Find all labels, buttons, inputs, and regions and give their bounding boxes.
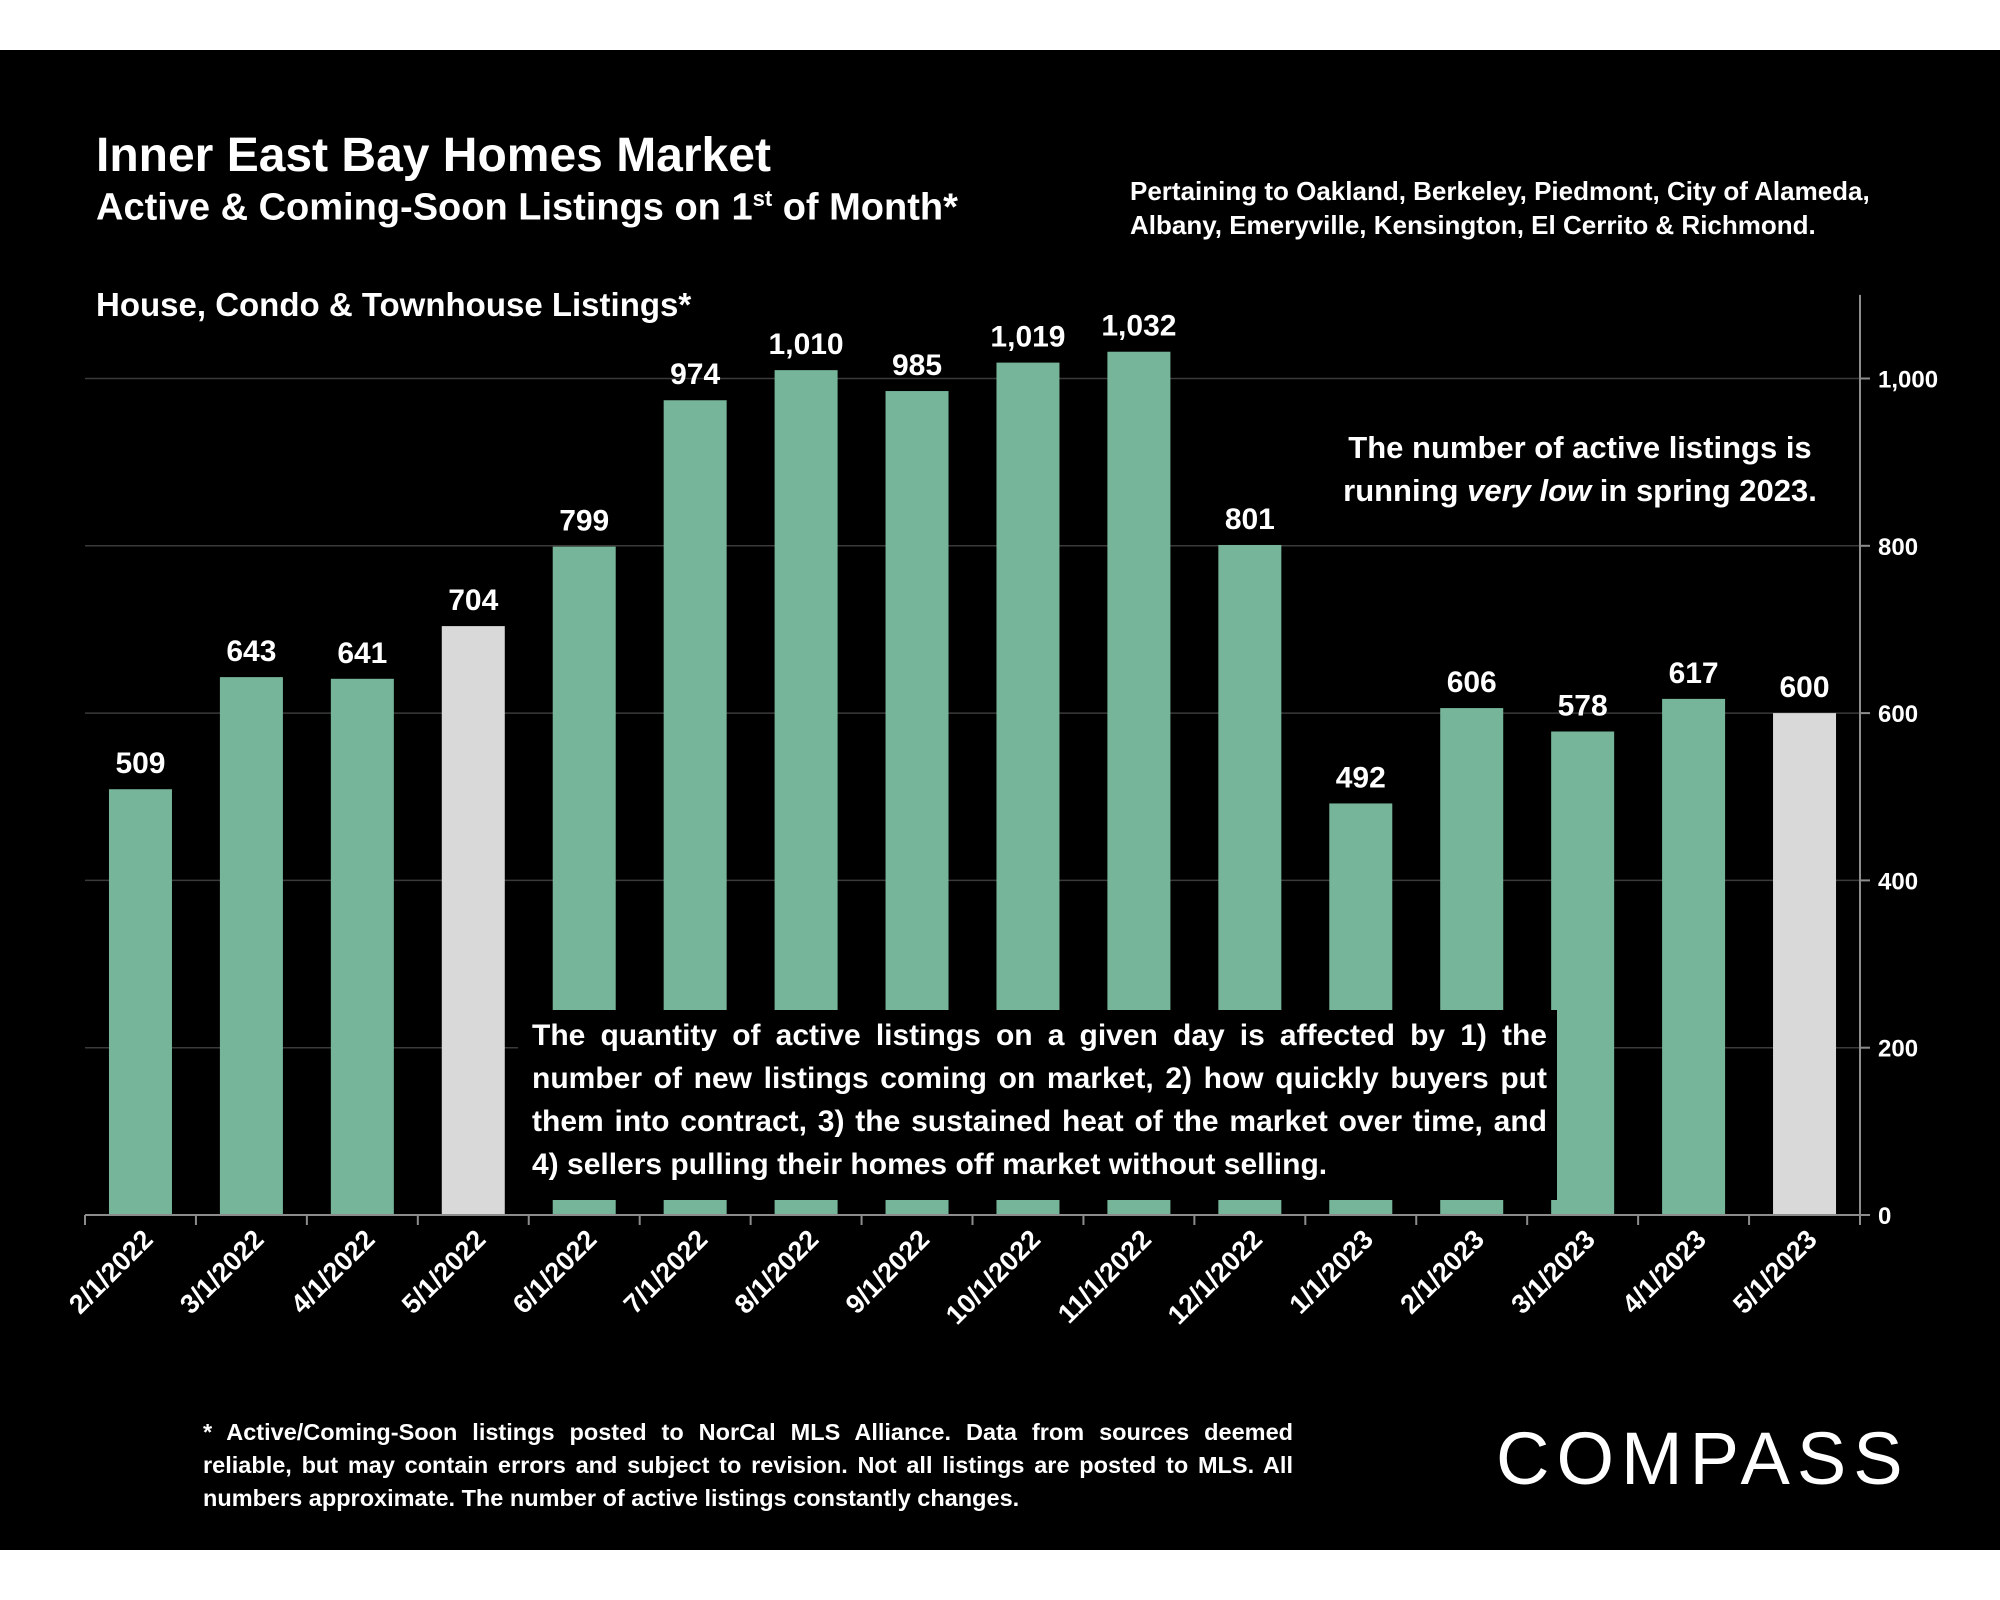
page-title: Inner East Bay Homes Market [96, 129, 771, 182]
subtitle-main: Active & Coming-Soon Listings on 1 [96, 186, 753, 229]
data-label: 600 [1780, 671, 1830, 704]
x-tick-label: 8/1/2022 [729, 1224, 825, 1320]
data-label: 799 [559, 505, 609, 538]
data-label: 509 [115, 747, 165, 780]
bar [330, 678, 394, 1215]
x-tick-label: 11/1/2022 [1052, 1224, 1157, 1329]
bar [219, 677, 283, 1215]
bar [441, 626, 505, 1215]
x-tick-label: 4/1/2023 [1616, 1224, 1712, 1320]
y-tick-label: 400 [1878, 868, 1918, 895]
y-tick-label: 800 [1878, 534, 1918, 561]
data-label: 1,019 [990, 321, 1065, 354]
data-label: 1,010 [769, 328, 844, 361]
subtitle-end: of Month* [772, 186, 958, 229]
x-tick-label: 2/1/2023 [1394, 1224, 1490, 1320]
x-tick-label: 10/1/2022 [940, 1224, 1046, 1330]
y-tick-label: 600 [1878, 701, 1918, 728]
x-tick-label: 3/1/2023 [1505, 1224, 1601, 1320]
x-tick-label: 7/1/2022 [618, 1224, 714, 1320]
bar [108, 789, 172, 1215]
low-annotation-start: The number of active listings is running [1343, 430, 1812, 508]
low-annotation-emphasis: very low [1467, 473, 1592, 508]
x-tick-label: 6/1/2022 [507, 1224, 603, 1320]
subtitle-superscript: st [752, 186, 773, 211]
x-tick-label: 4/1/2022 [285, 1224, 381, 1320]
bar [1662, 698, 1726, 1215]
data-label: 641 [337, 637, 387, 670]
y-tick-label: 200 [1878, 1036, 1918, 1063]
low-listings-annotation: The number of active listings is running… [1320, 426, 1840, 512]
x-tick-label: 5/1/2023 [1727, 1224, 1823, 1320]
x-tick-label: 5/1/2022 [396, 1224, 492, 1320]
slide: 0 200 400 600 800 1,000 509 643 641 704 799 974 1,01… [0, 50, 2000, 1550]
y-tick-label: 0 [1878, 1203, 1891, 1230]
data-label: 617 [1669, 657, 1719, 690]
page-subtitle: Active & Coming-Soon Listings on 1st of … [96, 186, 958, 230]
data-label: 801 [1225, 503, 1275, 536]
x-tick-label: 2/1/2022 [63, 1224, 159, 1320]
x-tick-label: 9/1/2022 [840, 1224, 936, 1320]
compass-logo: COMPASS [1496, 1417, 1910, 1500]
low-annotation-end: in spring 2023. [1591, 473, 1817, 508]
data-label: 1,032 [1101, 310, 1176, 343]
data-label: 643 [226, 635, 276, 668]
quantity-annotation: The quantity of active listings on a giv… [518, 1010, 1557, 1200]
chart-title: House, Condo & Townhouse Listings* [96, 286, 692, 323]
bar [1551, 731, 1615, 1215]
data-label: 974 [670, 358, 720, 391]
data-label: 606 [1447, 666, 1497, 699]
y-tick-label: 1,000 [1878, 367, 1938, 394]
x-tick-label: 3/1/2022 [174, 1224, 270, 1320]
data-label: 704 [448, 584, 498, 617]
data-label: 578 [1558, 690, 1608, 723]
bar [1773, 713, 1837, 1215]
coverage-note: Pertaining to Oakland, Berkeley, Piedmon… [1130, 176, 1870, 240]
footnote: * Active/Coming-Soon listings posted to … [203, 1419, 1293, 1511]
x-tick-label: 12/1/2022 [1162, 1224, 1268, 1330]
bar-chart: 0 200 400 600 800 1,000 509 643 641 704 799 974 1,01… [63, 294, 1938, 1330]
x-tick-label: 1/1/2023 [1283, 1224, 1379, 1320]
data-label: 985 [892, 349, 942, 382]
data-label: 492 [1336, 761, 1386, 794]
